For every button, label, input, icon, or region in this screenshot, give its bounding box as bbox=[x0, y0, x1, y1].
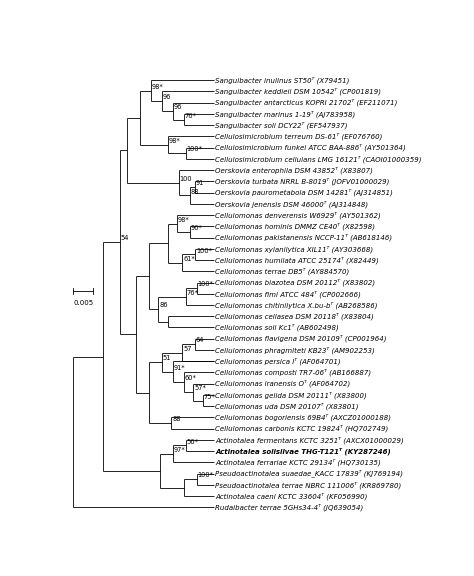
Text: Cellulomonas flavigena DSM 20109ᵀ (CP001964): Cellulomonas flavigena DSM 20109ᵀ (CP001… bbox=[215, 335, 387, 343]
Text: 61*: 61* bbox=[183, 256, 195, 262]
Text: 98*: 98* bbox=[168, 138, 180, 144]
Text: 91*: 91* bbox=[174, 365, 185, 371]
Text: Cellulosimicrobium funkei ATCC BAA-886ᵀ (AY501364): Cellulosimicrobium funkei ATCC BAA-886ᵀ … bbox=[215, 144, 406, 151]
Text: Oerskovia enterophila DSM 43852ᵀ (X83807): Oerskovia enterophila DSM 43852ᵀ (X83807… bbox=[215, 166, 373, 174]
Text: Actinotalea ferrariae KCTC 29134ᵀ (HQ730135): Actinotalea ferrariae KCTC 29134ᵀ (HQ730… bbox=[215, 458, 381, 466]
Text: 100*: 100* bbox=[198, 472, 214, 478]
Text: 64: 64 bbox=[196, 338, 204, 343]
Text: 76*: 76* bbox=[185, 113, 197, 119]
Text: 76*: 76* bbox=[187, 290, 199, 295]
Text: Oerskovia turbata NRRL B-8019ᵀ (JOFV01000029): Oerskovia turbata NRRL B-8019ᵀ (JOFV0100… bbox=[215, 177, 390, 185]
Text: Cellulomonas cellasea DSM 20118ᵀ (X83804): Cellulomonas cellasea DSM 20118ᵀ (X83804… bbox=[215, 313, 374, 320]
Text: 100*: 100* bbox=[198, 281, 214, 287]
Text: Cellulosimicrobium terreum DS-61ᵀ (EF076760): Cellulosimicrobium terreum DS-61ᵀ (EF076… bbox=[215, 132, 383, 140]
Text: 100*: 100* bbox=[187, 146, 203, 153]
Text: 0.005: 0.005 bbox=[73, 300, 93, 306]
Text: Cellulomonas terrae DB5ᵀ (AY884570): Cellulomonas terrae DB5ᵀ (AY884570) bbox=[215, 267, 350, 275]
Text: 98*: 98* bbox=[178, 217, 189, 223]
Text: Cellulomonas pakistanensis NCCP-11ᵀ (AB618146): Cellulomonas pakistanensis NCCP-11ᵀ (AB6… bbox=[215, 234, 392, 241]
Text: Sanguibacter inulinus ST50ᵀ (X79451): Sanguibacter inulinus ST50ᵀ (X79451) bbox=[215, 77, 350, 84]
Text: Cellulomonas xylanilytica XIL11ᵀ (AY303668): Cellulomonas xylanilytica XIL11ᵀ (AY3036… bbox=[215, 245, 374, 252]
Text: Sanguibacter soli DCY22ᵀ (EF547937): Sanguibacter soli DCY22ᵀ (EF547937) bbox=[215, 122, 348, 129]
Text: Cellulomonas composti TR7-06ᵀ (AB166887): Cellulomonas composti TR7-06ᵀ (AB166887) bbox=[215, 369, 372, 376]
Text: Cellulomonas humilata ATCC 25174ᵀ (X82449): Cellulomonas humilata ATCC 25174ᵀ (X8244… bbox=[215, 256, 379, 264]
Text: 56*: 56* bbox=[187, 438, 199, 445]
Text: Cellulomonas phragmiteti KB23ᵀ (AM902253): Cellulomonas phragmiteti KB23ᵀ (AM902253… bbox=[215, 346, 375, 354]
Text: 97*: 97* bbox=[174, 447, 186, 453]
Text: 88: 88 bbox=[172, 416, 181, 422]
Text: Cellulomonas fimi ATCC 484ᵀ (CP002666): Cellulomonas fimi ATCC 484ᵀ (CP002666) bbox=[215, 290, 361, 298]
Text: Actinotalea fermentans KCTC 3251ᵀ (AXCX01000029): Actinotalea fermentans KCTC 3251ᵀ (AXCX0… bbox=[215, 436, 404, 444]
Text: Cellulomonas gelida DSM 20111ᵀ (X83800): Cellulomonas gelida DSM 20111ᵀ (X83800) bbox=[215, 391, 367, 399]
Text: Pseudoactinotalea suaedae_KACC 17839ᵀ (KJ769194): Pseudoactinotalea suaedae_KACC 17839ᵀ (K… bbox=[215, 469, 403, 478]
Text: 86: 86 bbox=[159, 302, 168, 308]
Text: Cellulomonas soli Kc1ᵀ (AB602498): Cellulomonas soli Kc1ᵀ (AB602498) bbox=[215, 324, 339, 331]
Text: Cellulomonas carbonis KCTC 19824ᵀ (HQ702749): Cellulomonas carbonis KCTC 19824ᵀ (HQ702… bbox=[215, 425, 389, 433]
Text: 96: 96 bbox=[163, 94, 171, 100]
Text: Oerskovia jenensis DSM 46000ᵀ (AJ314848): Oerskovia jenensis DSM 46000ᵀ (AJ314848) bbox=[215, 200, 368, 207]
Text: 100: 100 bbox=[179, 176, 192, 182]
Text: 98*: 98* bbox=[152, 84, 164, 90]
Text: Cellulomonas denverensis W6929ᵀ (AY501362): Cellulomonas denverensis W6929ᵀ (AY50136… bbox=[215, 211, 381, 219]
Text: Cellulosimicrobium cellulans LMG 16121ᵀ (CAOI01000359): Cellulosimicrobium cellulans LMG 16121ᵀ … bbox=[215, 155, 422, 162]
Text: Cellulomonas iranensis Oᵀ (AF064702): Cellulomonas iranensis Oᵀ (AF064702) bbox=[215, 380, 351, 388]
Text: 96: 96 bbox=[174, 104, 182, 110]
Text: 60*: 60* bbox=[185, 376, 197, 381]
Text: Cellulomonas biazotea DSM 20112ᵀ (X83802): Cellulomonas biazotea DSM 20112ᵀ (X83802… bbox=[215, 279, 375, 286]
Text: Actinotalea solisilvae THG-T121ᵀ (KY287246): Actinotalea solisilvae THG-T121ᵀ (KY2872… bbox=[215, 448, 391, 455]
Text: Sanguibacter marinus 1-19ᵀ (AJ783958): Sanguibacter marinus 1-19ᵀ (AJ783958) bbox=[215, 110, 356, 118]
Text: Cellulomonas chitinilytica X.bu-bᵀ (AB268586): Cellulomonas chitinilytica X.bu-bᵀ (AB26… bbox=[215, 301, 378, 309]
Text: 88: 88 bbox=[191, 188, 199, 195]
Text: Actinotalea caeni KCTC 33604ᵀ (KF056990): Actinotalea caeni KCTC 33604ᵀ (KF056990) bbox=[215, 492, 368, 500]
Text: 100*: 100* bbox=[196, 248, 212, 253]
Text: Cellulomonas uda DSM 20107ᵀ (X83801): Cellulomonas uda DSM 20107ᵀ (X83801) bbox=[215, 403, 359, 410]
Text: 75*: 75* bbox=[203, 393, 215, 400]
Text: Pseudoactinotalea terrae NBRC 111006ᵀ (KR869780): Pseudoactinotalea terrae NBRC 111006ᵀ (K… bbox=[215, 481, 401, 488]
Text: 96*: 96* bbox=[191, 225, 202, 231]
Text: Rudaibacter terrae 5GHs34-4ᵀ (JQ639054): Rudaibacter terrae 5GHs34-4ᵀ (JQ639054) bbox=[215, 503, 364, 511]
Text: Cellulomonas hominis DMMZ CE40ᵀ (X82598): Cellulomonas hominis DMMZ CE40ᵀ (X82598) bbox=[215, 222, 375, 230]
Text: 91: 91 bbox=[196, 180, 204, 186]
Text: Cellulomonas persica Iᵀ (AF064701): Cellulomonas persica Iᵀ (AF064701) bbox=[215, 358, 341, 365]
Text: 57*: 57* bbox=[194, 385, 206, 391]
Text: Sanguibacter keddieii DSM 10542ᵀ (CP001819): Sanguibacter keddieii DSM 10542ᵀ (CP0018… bbox=[215, 88, 382, 95]
Text: Sanguibacter antarcticus KOPRI 21702ᵀ (EF211071): Sanguibacter antarcticus KOPRI 21702ᵀ (E… bbox=[215, 99, 398, 107]
Text: 51: 51 bbox=[163, 355, 171, 361]
Text: Oerskovia paurometabola DSM 14281ᵀ (AJ314851): Oerskovia paurometabola DSM 14281ᵀ (AJ31… bbox=[215, 189, 393, 196]
Text: 54: 54 bbox=[120, 236, 129, 241]
Text: 57: 57 bbox=[183, 346, 191, 352]
Text: Cellulomonas bogoriensis 69B4ᵀ (AXCZ01000188): Cellulomonas bogoriensis 69B4ᵀ (AXCZ0100… bbox=[215, 414, 392, 421]
